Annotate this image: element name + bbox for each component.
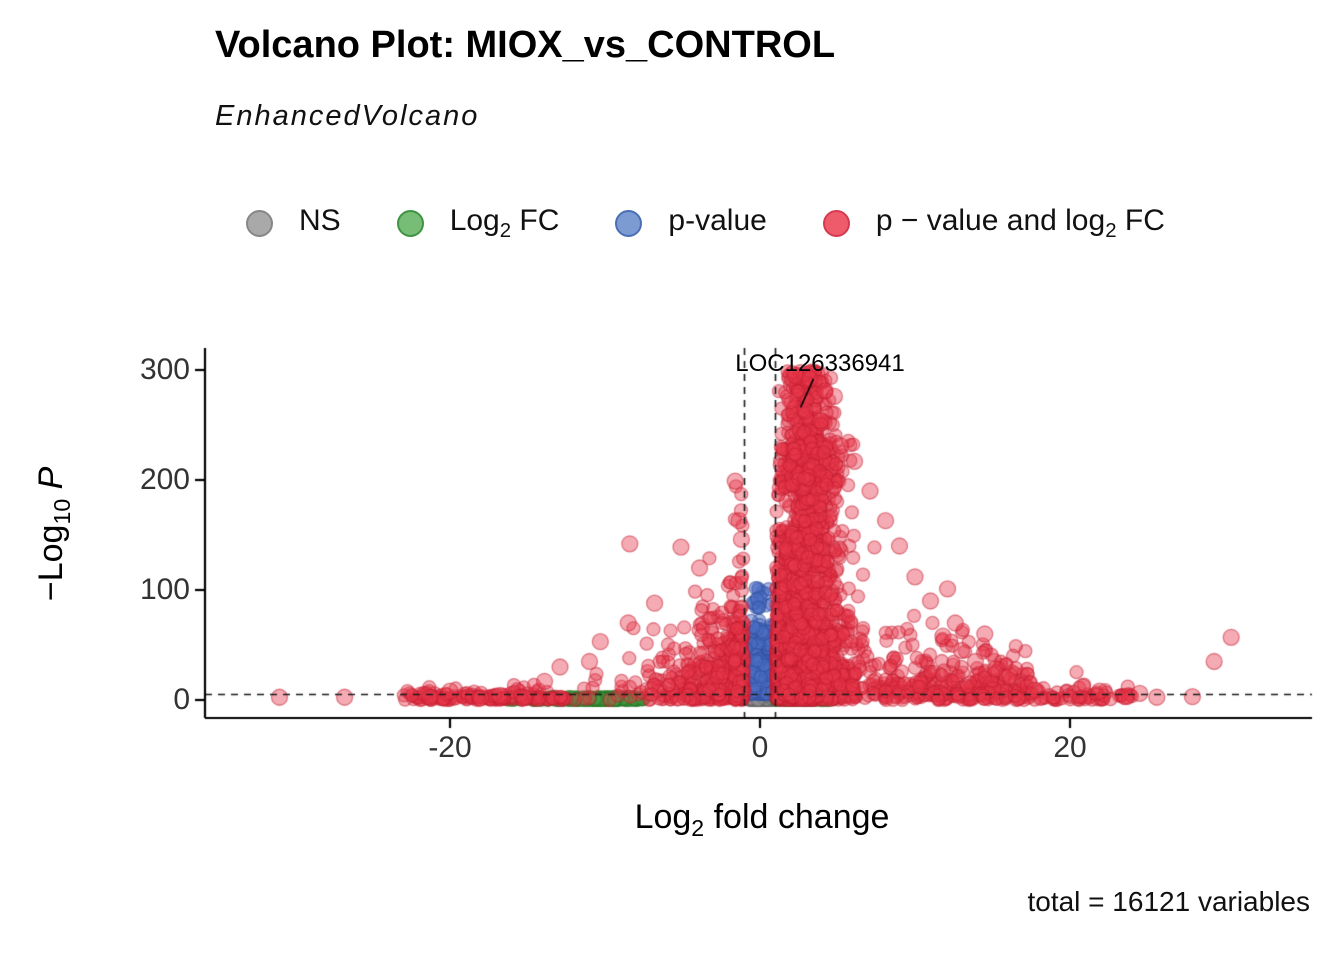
chart-subtitle: EnhancedVolcano xyxy=(215,100,480,132)
legend-label-log2fc: Log2 FC xyxy=(449,204,560,242)
x-axis-title: Log2 fold change xyxy=(634,798,890,841)
x-tick-label-0: 0 xyxy=(751,731,769,764)
y-axis-title: −Log10 P xyxy=(32,466,75,602)
y-tick-label-300: 300 xyxy=(139,353,190,386)
y-tick-label-200: 200 xyxy=(139,463,190,496)
total-variables-caption: total = 16121 variables xyxy=(1027,886,1310,917)
y-tick-label-0: 0 xyxy=(173,683,190,716)
legend-marker-pvalue-icon xyxy=(615,210,643,237)
legend-item-ns: NS xyxy=(246,204,341,243)
legend-item-pvalue-and-fc: p − value and log2 FC xyxy=(822,204,1165,243)
x-tick-label-neg20: -20 xyxy=(428,731,472,764)
gene-label-annotation: LOC126336941 xyxy=(735,350,905,377)
legend-marker-log2fc-icon xyxy=(396,210,424,237)
legend-label-ns: NS xyxy=(299,204,341,237)
legend-item-log2fc: Log2 FC xyxy=(396,204,560,243)
chart-title: Volcano Plot: MIOX_vs_CONTROL xyxy=(215,24,836,66)
legend-item-pvalue: p-value xyxy=(615,204,767,243)
legend-marker-pvalue-and-fc-icon xyxy=(822,210,850,237)
legend-label-pvalue: p-value xyxy=(668,204,767,237)
y-tick-label-100: 100 xyxy=(139,573,190,606)
x-tick-label-20: 20 xyxy=(1053,731,1087,764)
legend-label-pvalue-and-fc: p − value and log2 FC xyxy=(875,204,1165,242)
legend: NS Log2 FC p-value p − value and log2 FC xyxy=(246,204,1165,243)
legend-marker-ns-icon xyxy=(246,210,273,237)
